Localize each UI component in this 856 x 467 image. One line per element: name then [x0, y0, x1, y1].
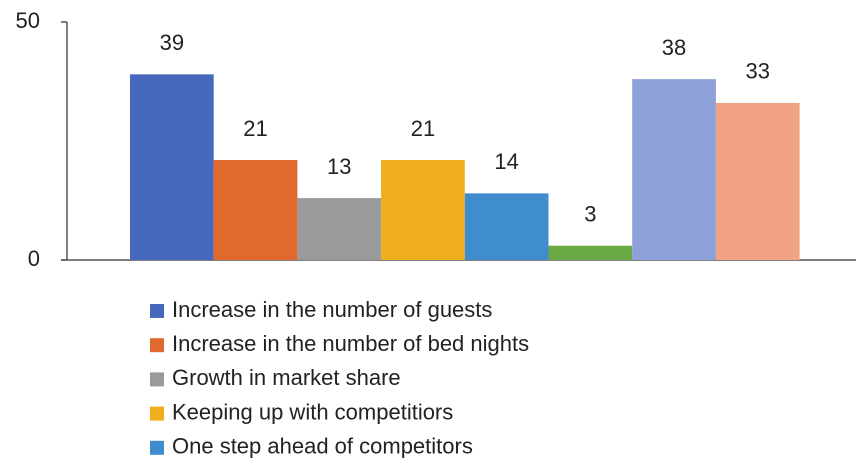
legend-swatch: [150, 406, 164, 421]
legend-label: Keeping up with competitiors: [172, 399, 453, 424]
y-tick-label: 0: [28, 246, 40, 271]
legend-label: Increase in the number of guests: [172, 297, 492, 322]
legend-swatch: [150, 304, 164, 318]
bar: [213, 160, 298, 260]
data-label: 21: [411, 116, 435, 141]
bar: [130, 74, 214, 260]
legend-label: One step ahead of competitors: [172, 434, 473, 459]
data-label: 21: [243, 116, 267, 141]
bar: [464, 193, 549, 260]
bar: [381, 160, 465, 260]
bar: [297, 198, 382, 260]
legend-label: Increase in the number of bed nights: [172, 331, 529, 356]
legend-swatch: [150, 372, 164, 387]
data-label: 38: [662, 35, 686, 60]
legend-label: Growth in market share: [172, 365, 401, 390]
bar: [632, 79, 716, 261]
bar: [715, 102, 800, 260]
data-label: 14: [494, 149, 518, 174]
legend-swatch: [150, 338, 164, 353]
y-tick-label: 50: [16, 8, 40, 33]
data-label: 3: [584, 202, 596, 227]
data-label: 33: [746, 59, 770, 84]
legend-swatch: [150, 440, 164, 455]
data-label: 13: [327, 154, 351, 179]
bar: [548, 245, 633, 260]
data-label: 39: [160, 30, 184, 55]
